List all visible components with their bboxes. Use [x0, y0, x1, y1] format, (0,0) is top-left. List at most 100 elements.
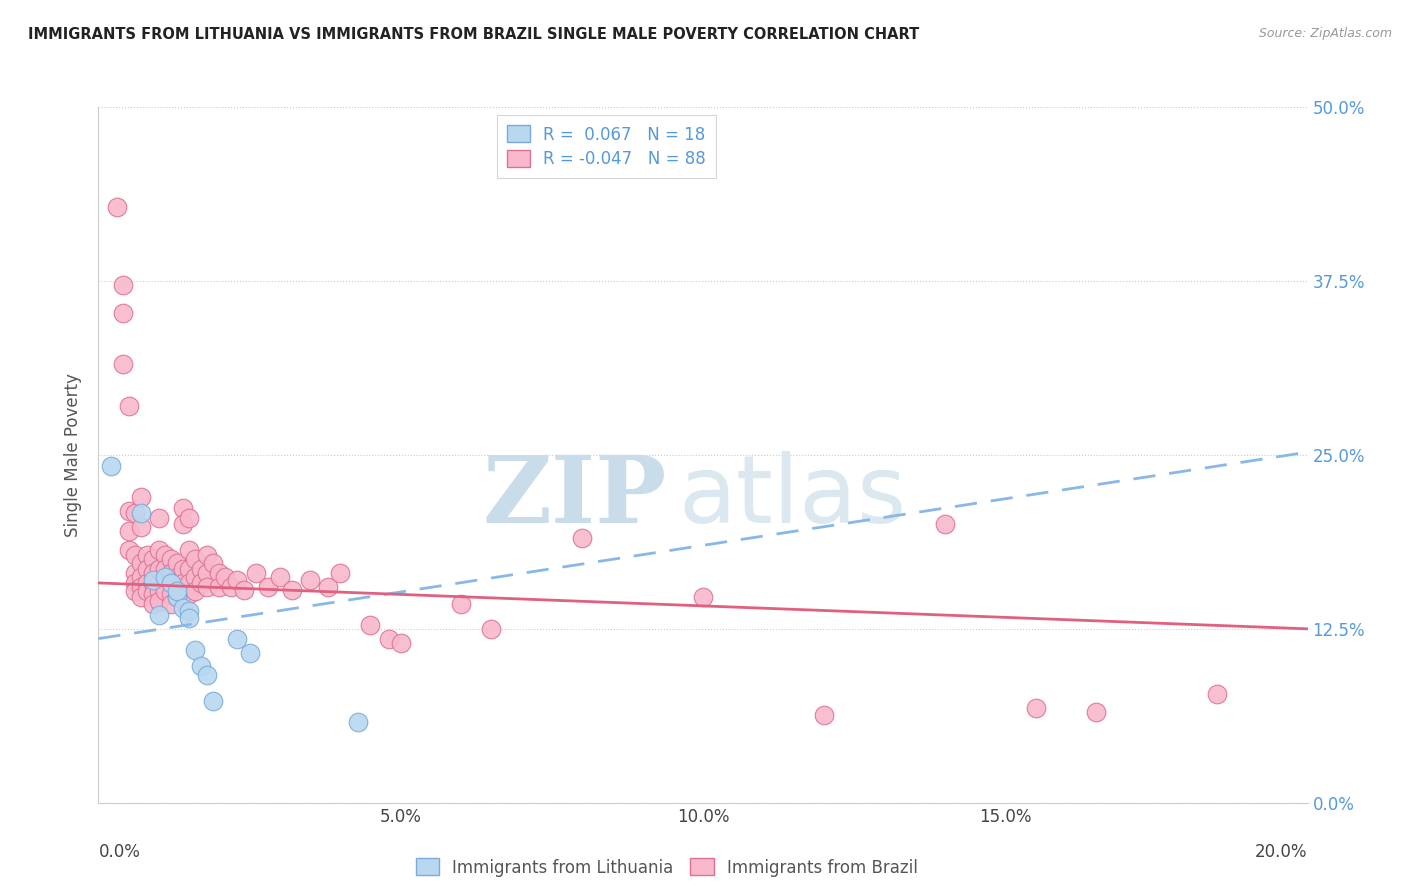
Point [166, 590, 188, 604]
Point [281, 582, 304, 597]
Point [111, 306, 134, 320]
Point [329, 566, 352, 581]
Point [148, 594, 170, 608]
Point [160, 552, 183, 566]
Point [142, 573, 165, 587]
Point [166, 590, 188, 604]
Legend: Immigrants from Lithuania, Immigrants from Brazil: Immigrants from Lithuania, Immigrants fr… [408, 850, 927, 885]
Point [450, 597, 472, 611]
Point [195, 580, 218, 594]
Point [105, 200, 128, 214]
Point [124, 566, 146, 581]
Point [111, 358, 134, 372]
Point [129, 557, 152, 571]
Point [179, 576, 201, 591]
Point [179, 510, 201, 524]
Point [160, 576, 183, 591]
Point [184, 570, 207, 584]
Text: atlas: atlas [679, 450, 907, 542]
Point [153, 570, 176, 584]
Point [148, 607, 170, 622]
Point [389, 636, 412, 650]
Point [153, 548, 176, 562]
Point [129, 570, 152, 584]
Y-axis label: Single Male Poverty: Single Male Poverty [65, 373, 83, 537]
Point [135, 548, 157, 562]
Point [118, 524, 141, 539]
Point [118, 399, 141, 413]
Point [239, 646, 262, 660]
Point [172, 576, 194, 591]
Point [129, 490, 152, 504]
Point [148, 510, 170, 524]
Point [179, 587, 201, 601]
Point [153, 562, 176, 576]
Point [226, 632, 249, 646]
Point [299, 573, 322, 587]
Point [179, 611, 201, 625]
Point [179, 562, 201, 576]
Point [202, 694, 225, 708]
Point [190, 576, 212, 591]
Point [129, 580, 152, 594]
Point [377, 632, 399, 646]
Point [160, 597, 183, 611]
Point [111, 278, 134, 293]
Point [360, 617, 382, 632]
Point [160, 587, 183, 601]
Point [214, 570, 236, 584]
Text: 0.0%: 0.0% [98, 843, 141, 861]
Point [269, 570, 291, 584]
Point [124, 584, 146, 599]
Point [148, 542, 170, 557]
Point [481, 622, 503, 636]
Point [160, 576, 183, 591]
Point [118, 542, 141, 557]
Point [172, 562, 194, 576]
Point [129, 590, 152, 604]
Point [135, 584, 157, 599]
Point [232, 582, 254, 597]
Point [166, 557, 188, 571]
Point [153, 584, 176, 599]
Point [166, 570, 188, 584]
Text: IMMIGRANTS FROM LITHUANIA VS IMMIGRANTS FROM BRAZIL SINGLE MALE POVERTY CORRELAT: IMMIGRANTS FROM LITHUANIA VS IMMIGRANTS … [28, 27, 920, 42]
Point [195, 667, 218, 681]
Point [184, 584, 207, 599]
Point [135, 562, 157, 576]
Point [129, 520, 152, 534]
Point [142, 576, 165, 591]
Point [190, 562, 212, 576]
Point [226, 573, 249, 587]
Point [195, 548, 218, 562]
Point [813, 708, 835, 723]
Point [208, 566, 231, 581]
Point [184, 552, 207, 566]
Point [202, 557, 225, 571]
Point [142, 566, 165, 581]
Point [135, 576, 157, 591]
Point [100, 458, 122, 473]
Point [208, 580, 231, 594]
Point [179, 542, 201, 557]
Point [142, 587, 165, 601]
Point [166, 580, 188, 594]
Point [347, 715, 370, 730]
Point [1206, 687, 1229, 701]
Point [160, 566, 183, 581]
Point [124, 576, 146, 591]
Point [571, 532, 593, 546]
Point [118, 503, 141, 517]
Point [129, 507, 152, 521]
Text: 20.0%: 20.0% [1256, 843, 1308, 861]
Point [934, 517, 956, 532]
Point [142, 552, 165, 566]
Point [1024, 701, 1046, 715]
Point [256, 580, 278, 594]
Point [316, 580, 339, 594]
Point [245, 566, 267, 581]
Point [179, 604, 201, 618]
Point [172, 500, 194, 515]
Point [184, 642, 207, 657]
Point [153, 573, 176, 587]
